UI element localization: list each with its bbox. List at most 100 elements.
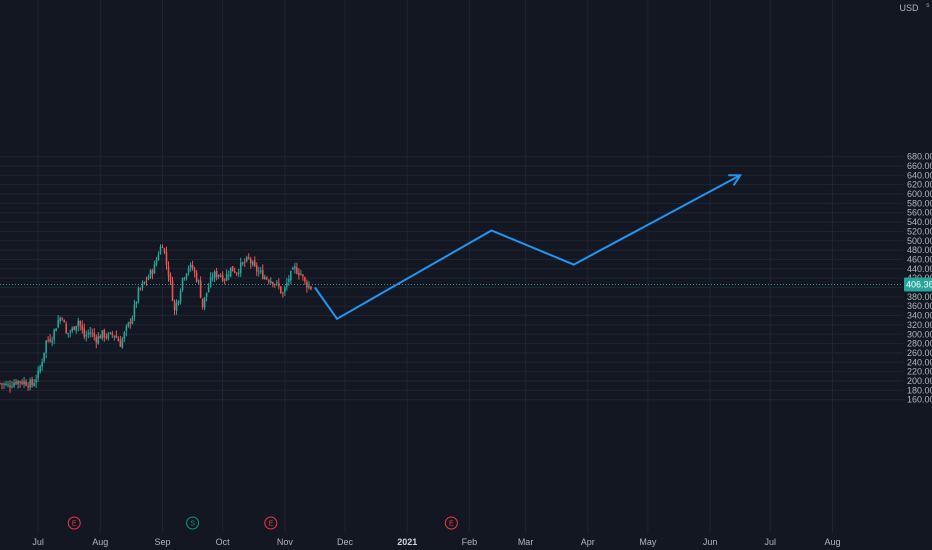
candle-body (67, 332, 70, 334)
candle-body (175, 303, 178, 311)
candle-body (215, 271, 218, 278)
candle-body (310, 286, 312, 290)
candle-body (179, 291, 182, 302)
candle-body (109, 332, 112, 334)
event-marker[interactable]: E (67, 516, 81, 530)
candle-body (300, 273, 302, 276)
price-label-text: 406.36 (906, 280, 932, 290)
candle-body (21, 381, 23, 384)
candle-body (235, 272, 238, 274)
event-marker-letter: E (268, 521, 273, 528)
candle-body (55, 328, 57, 332)
price-tick-label: 240.00 (907, 357, 932, 367)
event-marker-letter: E (72, 521, 77, 528)
candle-body (53, 329, 55, 340)
candle-body (223, 279, 226, 281)
settings-icon[interactable]: ⁵ (926, 1, 930, 11)
candle-body (274, 284, 276, 286)
price-axis[interactable]: USD ⁵ 160.00180.00200.00220.00240.00260.… (899, 1, 932, 405)
candle-body (231, 266, 234, 272)
event-marker-circle (444, 516, 458, 530)
price-tick-label: 540.00 (907, 217, 932, 227)
price-tick-label: 560.00 (907, 208, 932, 218)
candle-body (45, 340, 47, 353)
candle-body (31, 379, 33, 386)
candle-body (19, 381, 21, 383)
candle-body (129, 321, 132, 324)
candle-body (286, 282, 288, 287)
event-marker-circle (264, 516, 278, 530)
price-tick-label: 660.00 (907, 161, 932, 171)
candle-body (201, 298, 204, 308)
candle-body (276, 282, 278, 284)
event-marker[interactable]: S (186, 516, 200, 530)
candle-body (115, 335, 118, 338)
candle-body (73, 326, 76, 331)
candle-body (39, 366, 41, 372)
candle-body (75, 325, 78, 331)
candle-body (159, 247, 162, 255)
candle-body (97, 336, 100, 344)
candle-body (183, 277, 186, 279)
candle-body (263, 276, 266, 280)
candle-body (169, 275, 172, 280)
candle-body (155, 259, 158, 265)
candle-body (119, 340, 122, 347)
candle-body (247, 257, 250, 259)
candle-body (171, 280, 174, 301)
price-line-label: 406.36 (904, 277, 932, 292)
candle-body (233, 271, 236, 273)
candle-body (195, 272, 198, 282)
price-tick-label: 520.00 (907, 226, 932, 236)
projection-arrowhead (728, 174, 743, 186)
time-tick-label: Apr (581, 537, 595, 547)
candle-body (308, 285, 310, 288)
candle-body (101, 330, 104, 339)
candle-body (227, 274, 230, 276)
candle-body (33, 383, 35, 386)
candle-body (284, 287, 286, 293)
price-tick-label: 500.00 (907, 236, 932, 246)
candle-body (270, 281, 272, 283)
event-marker-letter: E (449, 521, 454, 528)
candle-body (11, 386, 13, 388)
time-tick-label: 2021 (397, 537, 417, 547)
candle-body (35, 379, 37, 383)
candle-body (243, 261, 246, 263)
price-tick-label: 340.00 (907, 311, 932, 321)
candle-body (141, 283, 144, 288)
candle-body (59, 317, 61, 322)
price-tick-label: 320.00 (907, 320, 932, 330)
candle-body (217, 274, 220, 277)
candle-body (47, 339, 49, 341)
candle-body (125, 326, 128, 332)
time-tick-label: Feb (462, 537, 478, 547)
candle-body (237, 272, 240, 274)
event-marker[interactable]: E (444, 516, 458, 530)
candle-body (205, 292, 208, 298)
candle-body (37, 370, 39, 379)
candle-body (191, 265, 194, 270)
price-tick-label: 220.00 (907, 367, 932, 377)
candle-body (77, 320, 80, 327)
candle-body (304, 277, 306, 282)
candle-body (211, 277, 214, 279)
price-tick-label: 620.00 (907, 180, 932, 190)
candle-body (282, 292, 284, 294)
price-tick-label: 680.00 (907, 152, 932, 162)
candle-body (23, 381, 25, 385)
time-axis[interactable]: Jul Aug Sep Oct Nov Dec 2021 Feb Mar Apr May Jun Jul… (32, 537, 840, 547)
candle-body (7, 384, 9, 386)
time-tick-label: Aug (92, 537, 108, 547)
candle-body (251, 261, 254, 265)
candle-body (145, 280, 148, 282)
event-marker-circle (67, 516, 81, 530)
candlesticks (0, 244, 312, 393)
candle-body (193, 269, 196, 273)
candle-body (268, 280, 270, 282)
event-marker[interactable]: E (264, 516, 278, 530)
currency-label: USD (899, 3, 919, 13)
candle-body (0, 383, 1, 385)
